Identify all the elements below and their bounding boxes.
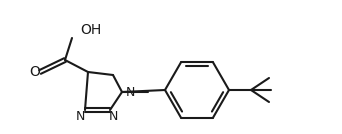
Text: O: O (29, 65, 40, 79)
Text: N: N (75, 109, 85, 122)
Text: N: N (125, 85, 135, 98)
Text: OH: OH (80, 23, 101, 37)
Text: N: N (108, 109, 118, 122)
